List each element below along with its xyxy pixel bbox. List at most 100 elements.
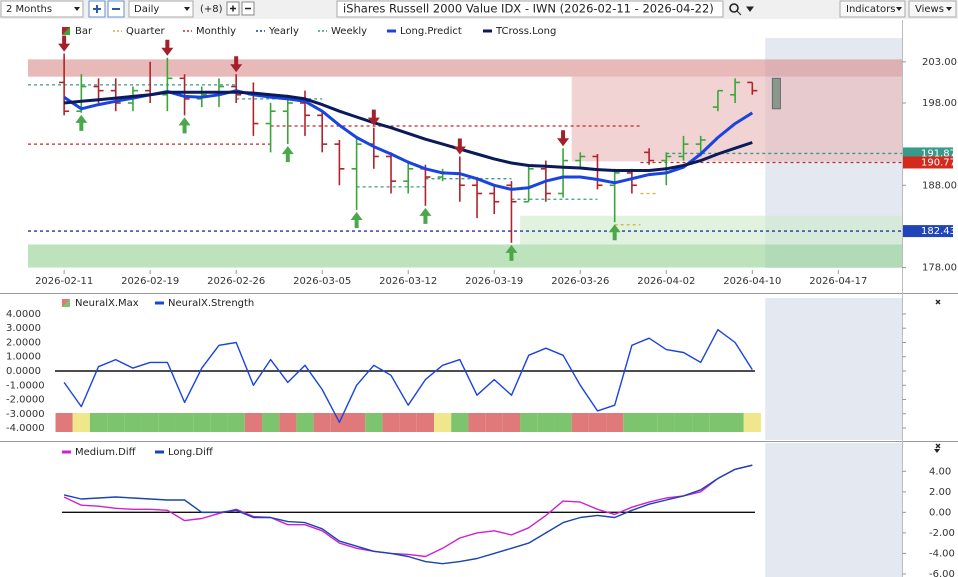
sell-signal [453,138,466,155]
state-block [158,413,176,432]
chart-title: iShares Russell 2000 Value IDX - IWN (20… [343,2,714,16]
series-line [63,464,753,565]
sell-signal [230,56,243,73]
buy-signal [178,117,191,134]
y-tick-label: 4.0000 [6,309,41,320]
price-badge [903,147,953,160]
views-text: Views [915,4,944,15]
title-box [336,0,724,18]
state-block [244,413,262,432]
search-arrow [736,6,754,16]
period-text: 2 Months [6,4,52,15]
y-tick-label: -3.0000 [6,409,45,420]
state-block [261,413,280,432]
state-block [55,413,73,432]
series-line [63,90,753,172]
series-line [63,329,753,423]
state-block [296,413,314,432]
dropdown-arrow [184,7,190,11]
views-button[interactable] [908,0,957,18]
interval-select[interactable] [128,0,194,18]
state-block [365,413,383,432]
y-tick-label: 178.00 [922,263,957,274]
dropdown-arrow [74,7,80,11]
price-badge-label: 182.43 [921,226,956,237]
x-tick-label: 2026-03-19 [465,276,523,287]
sell-signal [58,35,71,52]
x-tick-label: 2026-03-05 [293,276,351,287]
state-block [399,413,417,432]
y-tick-label: 1.0000 [6,352,41,363]
legend-label: NeuralX.Strength [168,298,254,309]
price-badge [903,225,953,238]
y-tick-label: 3.0000 [6,323,41,334]
buy-signal [75,114,88,131]
y-tick-label: 2.0000 [6,337,41,348]
price-badge-label: 190.77 [921,157,956,168]
buy-signal [350,211,363,228]
state-block [571,413,589,432]
legend-label: Bar [75,26,93,37]
state-block [485,413,503,432]
x-tick-label: 2026-03-26 [551,276,609,287]
y-tick-label: -2.00 [929,528,955,539]
panel-menu[interactable] [934,449,940,453]
state-block [107,413,125,432]
y-tick-label: 2.00 [929,487,951,498]
state-block [709,413,727,432]
y-tick-label: 198.00 [922,98,957,109]
y-tick-label: -4.0000 [6,423,45,434]
state-block [743,413,761,432]
x-tick-label: 2026-02-26 [207,276,265,287]
x-tick-label: 2026-04-02 [637,276,695,287]
x-tick-label: 2026-03-12 [379,276,437,287]
close-icon[interactable] [935,299,941,449]
x-tick-label: 2026-04-10 [723,276,781,287]
state-block [434,413,452,432]
forecast-region [765,298,902,440]
plus-icon [93,5,101,13]
y-tick-label: 4.00 [929,466,951,477]
y-tick-label: 0.0000 [6,366,41,377]
state-block [606,413,624,432]
state-block [451,413,469,432]
dropdown-arrow [946,7,952,11]
buy-signal [419,207,432,224]
sell-signal [557,130,570,147]
plus-icon [230,5,236,12]
state-block [726,413,744,432]
legend-label: Long.Diff [168,447,214,458]
y-tick-label: 0.00 [929,507,951,518]
state-block [657,413,675,432]
zone [28,59,902,77]
series-line [63,464,753,558]
search-icon[interactable] [729,3,739,13]
legend-label: TCross.Long [495,26,556,37]
chart-layer: 178.00 188.00 198.00 203.00 2026-02-11 2026-0… [6,26,957,577]
dropdown-arrow [896,7,902,11]
state-block [554,413,572,432]
state-block [124,413,142,432]
state-block [468,413,486,432]
series-line [63,89,754,191]
sell-signal [161,39,174,56]
y-tick-label: -2.0000 [6,395,45,406]
state-block [416,413,435,432]
state-block [640,413,658,432]
legend-label: Medium.Diff [75,447,137,458]
state-block [313,413,331,432]
period-select[interactable] [0,0,84,18]
legend-label: Weekly [331,26,367,37]
state-block [348,413,366,432]
y-tick-label: -1.0000 [6,380,45,391]
state-block [623,413,641,432]
y-tick-label: -4.00 [929,548,955,559]
forecast-region [765,443,902,577]
state-block [175,413,194,432]
state-block [227,413,245,432]
y-tick-label: -6.00 [929,569,955,577]
indicators-button[interactable] [839,0,906,18]
y-tick-label: 203.00 [922,57,957,68]
state-block [692,413,710,432]
